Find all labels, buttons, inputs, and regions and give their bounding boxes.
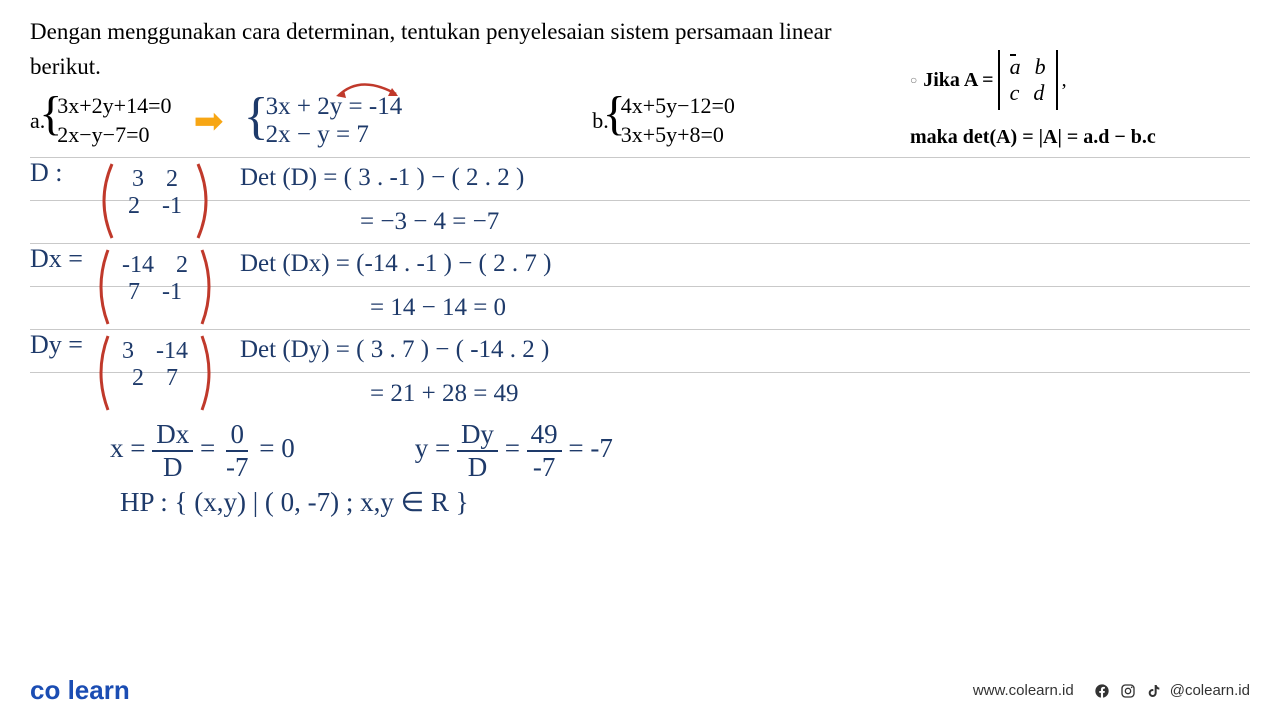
footer-right: www.colearn.id @colearn.id: [973, 681, 1250, 701]
row-Dy: Dy = 3-14 27 Det (Dy) = ( 3 . 7 ) − ( -1…: [30, 330, 1250, 416]
Dx-calc2: = 14 − 14 = 0: [240, 294, 551, 322]
system-a: 3x+2y+14=0 2x−y−7=0: [53, 92, 171, 149]
arrow-icon: ➡: [194, 100, 224, 142]
logo-dot: [60, 675, 67, 705]
problem-b: b. 4x+5y−12=0 3x+5y+8=0: [592, 92, 735, 149]
D-label: D :: [30, 158, 90, 188]
Dx-calc1: Det (Dx) = (-14 . -1 ) − ( 2 . 7 ): [240, 250, 551, 278]
x-result: x = DxD = 0-7 = 0: [110, 419, 295, 483]
eq-a1: 3x+2y+14=0: [53, 92, 171, 121]
footer-handle: @colearn.id: [1170, 682, 1250, 699]
result-row: x = DxD = 0-7 = 0 y = DyD = 49-7 = -7: [30, 419, 1250, 483]
Dx-label: Dx =: [30, 244, 90, 274]
eq-b1: 4x+5y−12=0: [617, 92, 735, 121]
Dy-calc1: Det (Dy) = ( 3 . 7 ) − ( -14 . 2 ): [240, 336, 549, 364]
D-matrix: 32 2-1: [90, 158, 220, 244]
comma: ,: [1062, 69, 1067, 92]
question-line2: berikut.: [30, 54, 101, 79]
footer: co learn www.colearn.id @colearn.id: [30, 675, 1250, 706]
question-line1: Dengan menggunakan cara determinan, tent…: [30, 19, 831, 44]
work-area: D : 32 2-1 Det (D) = ( 3 . -1 ) − ( 2 . …: [30, 157, 1250, 518]
bullet-icon: ○: [910, 73, 917, 88]
tiktok-icon: [1144, 681, 1164, 701]
facebook-icon: [1092, 681, 1112, 701]
elimination-arc: [330, 74, 410, 104]
trans-eq2: 2x − y = 7: [266, 121, 403, 149]
logo: co learn: [30, 675, 130, 706]
social-icons: @colearn.id: [1092, 681, 1250, 701]
Dy-label: Dy =: [30, 330, 90, 360]
Dy-calc2: = 21 + 28 = 49: [240, 380, 549, 408]
instagram-icon: [1118, 681, 1138, 701]
row-D: D : 32 2-1 Det (D) = ( 3 . -1 ) − ( 2 . …: [30, 158, 1250, 244]
eq-b2: 3x+5y+8=0: [617, 121, 735, 150]
row-Dx: Dx = -142 7-1 Det (Dx) = (-14 . -1 ) − (…: [30, 244, 1250, 330]
D-calc2: = −3 − 4 = −7: [240, 208, 524, 236]
jika-label: Jika A =: [923, 69, 993, 92]
Dy-matrix: 3-14 27: [90, 330, 220, 416]
footer-url: www.colearn.id: [973, 682, 1074, 699]
det-formula: maka det(A) = |A| = a.d − b.c: [910, 126, 1156, 148]
system-b: 4x+5y−12=0 3x+5y+8=0: [617, 92, 735, 149]
matrix-abcd: ab cd: [998, 50, 1058, 110]
hp-line: HP : { (x,y) | ( 0, -7) ; x,y ∈ R }: [30, 487, 1250, 518]
eq-a2: 2x−y−7=0: [53, 121, 171, 150]
D-calc1: Det (D) = ( 3 . -1 ) − ( 2 . 2 ): [240, 164, 524, 192]
y-result: y = DyD = 49-7 = -7: [415, 419, 613, 483]
Dx-matrix: -142 7-1: [90, 244, 220, 330]
formula-sidebar: ○ Jika A = ab cd , maka det(A) = |A| = a…: [910, 50, 1250, 149]
